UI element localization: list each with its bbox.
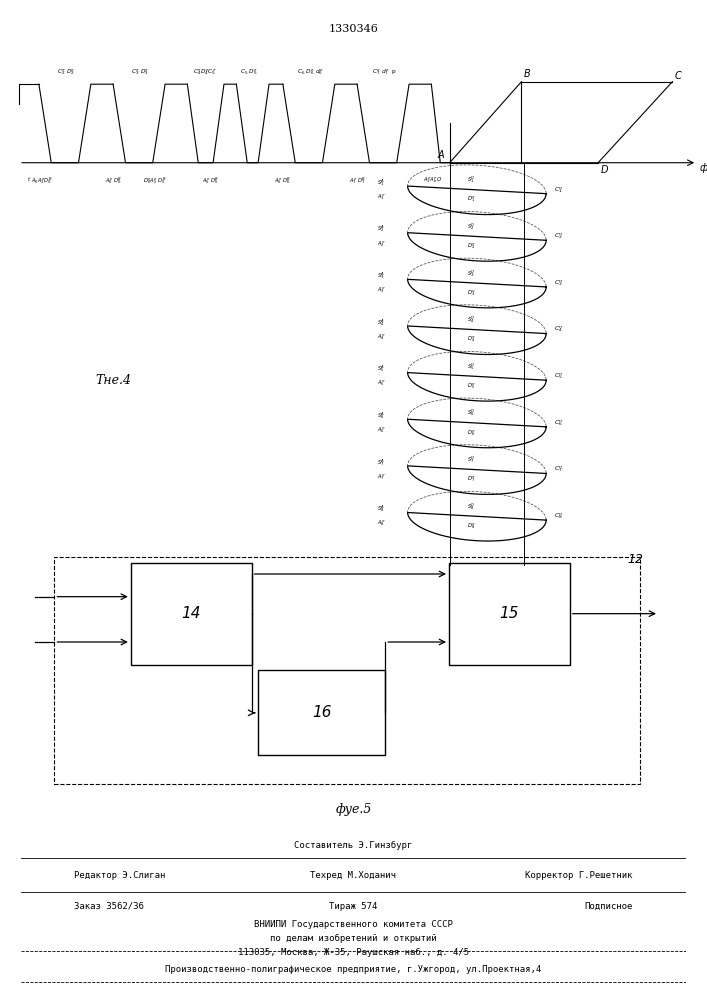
Text: $S_5^A$: $S_5^A$ — [378, 364, 385, 374]
Bar — [258, 670, 385, 755]
Text: $C_4^eD_4^eC_5^e$: $C_4^eD_4^eC_5^e$ — [193, 67, 216, 77]
Text: Τне.4: Τне.4 — [95, 374, 131, 387]
Text: 113035, Москва, Ж-35, Раушская наб., д. 4/5: 113035, Москва, Ж-35, Раушская наб., д. … — [238, 948, 469, 957]
Text: Редактор Э.Слиган: Редактор Э.Слиган — [74, 871, 165, 880]
Text: $A_5^e$ $D_5^B$: $A_5^e$ $D_5^B$ — [202, 175, 219, 186]
Text: $A_0^e$ $D_0^B$: $A_0^e$ $D_0^B$ — [105, 175, 122, 186]
Text: $t$: $t$ — [27, 175, 31, 183]
Text: $C_7^e$ $d_7^e$  p: $C_7^e$ $d_7^e$ p — [372, 67, 397, 77]
Text: $D_7^н$: $D_7^н$ — [467, 475, 476, 484]
Text: $D_8^н$: $D_8^н$ — [467, 521, 476, 531]
Text: $C_5$ $D_5^e$: $C_5$ $D_5^e$ — [240, 67, 258, 77]
Text: Тираж 574: Тираж 574 — [329, 902, 378, 911]
Text: $A_1^eA_b^eO$: $A_1^eA_b^eO$ — [423, 175, 442, 185]
Text: B: B — [524, 69, 531, 79]
Text: 14: 14 — [182, 606, 201, 621]
Text: $S_3^A$: $S_3^A$ — [378, 270, 385, 281]
Text: $C_8^н$: $C_8^н$ — [554, 511, 563, 521]
Text: 15: 15 — [500, 606, 519, 621]
Text: $S_1^D$: $S_1^D$ — [467, 175, 475, 185]
Text: $C_3^e$ $D_3^e$: $C_3^e$ $D_3^e$ — [132, 67, 149, 77]
Text: $D_4^н$: $D_4^н$ — [467, 335, 476, 344]
Text: $C_7^н$: $C_7^н$ — [554, 465, 563, 474]
Text: $S_8^A$: $S_8^A$ — [378, 503, 385, 514]
Text: $S_5^D$: $S_5^D$ — [467, 361, 475, 372]
Text: $S_6^D$: $S_6^D$ — [467, 408, 475, 418]
Text: Подписное: Подписное — [584, 902, 633, 911]
Text: $S_4^D$: $S_4^D$ — [467, 314, 475, 325]
Text: ВНИИПИ Государственного комитета СССР: ВНИИПИ Государственного комитета СССР — [254, 920, 453, 929]
Bar — [131, 563, 252, 665]
Text: $A_6^н$: $A_6^н$ — [377, 425, 385, 435]
Text: $S_7^A$: $S_7^A$ — [378, 457, 385, 468]
Text: Производственно-полиграфическое предприятие, г.Ужгород, ул.Проектная,4: Производственно-полиграфическое предприя… — [165, 965, 542, 974]
Text: 12: 12 — [627, 553, 643, 566]
Text: Техред М.Ходанич: Техред М.Ходанич — [310, 871, 397, 880]
Text: $C_6^н$: $C_6^н$ — [554, 418, 563, 428]
Text: 16: 16 — [312, 705, 332, 720]
Text: $C_1^н$: $C_1^н$ — [554, 185, 563, 195]
Text: $C_2^н$: $C_2^н$ — [554, 232, 563, 241]
Text: $D_2^н$: $D_2^н$ — [467, 241, 476, 251]
Text: $D_3^н$: $D_3^н$ — [467, 288, 476, 298]
Text: C: C — [674, 71, 682, 81]
Text: по делам изобретений и открытий: по делам изобретений и открытий — [270, 934, 437, 943]
Text: $A_5^н$: $A_5^н$ — [377, 379, 385, 388]
Text: $S_1^A$: $S_1^A$ — [378, 177, 385, 188]
Bar — [449, 563, 570, 665]
Text: $C_6$ $D_6^e$ $d_6^e$: $C_6$ $D_6^e$ $d_6^e$ — [297, 67, 323, 77]
Bar — [54, 557, 640, 784]
Text: $S_2^A$: $S_2^A$ — [378, 224, 385, 234]
Text: $S_6^A$: $S_6^A$ — [378, 410, 385, 421]
Text: $A_7^н$: $A_7^н$ — [377, 472, 385, 482]
Text: $S_2^D$: $S_2^D$ — [467, 221, 475, 232]
Text: $A_8^н$: $A_8^н$ — [377, 519, 385, 528]
Text: Заказ 3562/36: Заказ 3562/36 — [74, 902, 144, 911]
Text: $S_4^A$: $S_4^A$ — [378, 317, 385, 328]
Text: $D_6^н$: $D_6^н$ — [467, 428, 476, 438]
Text: Корректор Г.Решетник: Корректор Г.Решетник — [525, 871, 633, 880]
Text: Составитель Э.Гинзбург: Составитель Э.Гинзбург — [294, 841, 413, 850]
Text: ф: ф — [699, 163, 707, 173]
Text: $A_1^н$: $A_1^н$ — [377, 192, 385, 202]
Text: A: A — [437, 150, 444, 160]
Text: $C_3^н$: $C_3^н$ — [554, 278, 563, 288]
Text: $A_4^н$: $A_4^н$ — [377, 332, 385, 342]
Text: $D_1^н$: $D_1^н$ — [467, 195, 476, 204]
Text: 1330346: 1330346 — [329, 24, 378, 34]
Text: $A_0A_1^eD_0^B$: $A_0A_1^eD_0^B$ — [30, 175, 52, 186]
Text: $C_2^e$ $D_2^e$: $C_2^e$ $D_2^e$ — [57, 67, 75, 77]
Text: $D_5^н$: $D_5^н$ — [467, 381, 476, 391]
Text: D: D — [601, 165, 608, 175]
Text: фуе.5: фуе.5 — [335, 803, 372, 816]
Text: $S_8^D$: $S_8^D$ — [467, 501, 475, 512]
Text: $A_3^н$: $A_3^н$ — [377, 286, 385, 295]
Text: $A_7^e$ $D_7^B$: $A_7^e$ $D_7^B$ — [349, 175, 366, 186]
Text: $C_5^н$: $C_5^н$ — [554, 371, 563, 381]
Text: $A_2^н$: $A_2^н$ — [377, 239, 385, 249]
Text: $S_3^D$: $S_3^D$ — [467, 268, 475, 279]
Text: $C_4^н$: $C_4^н$ — [554, 325, 563, 334]
Text: $D_0^eA_5^e$ $D_5^B$: $D_0^eA_5^e$ $D_5^B$ — [144, 175, 167, 186]
Text: $S_7^D$: $S_7^D$ — [467, 454, 475, 465]
Text: $A_6^e$ $D_6^B$: $A_6^e$ $D_6^B$ — [274, 175, 291, 186]
